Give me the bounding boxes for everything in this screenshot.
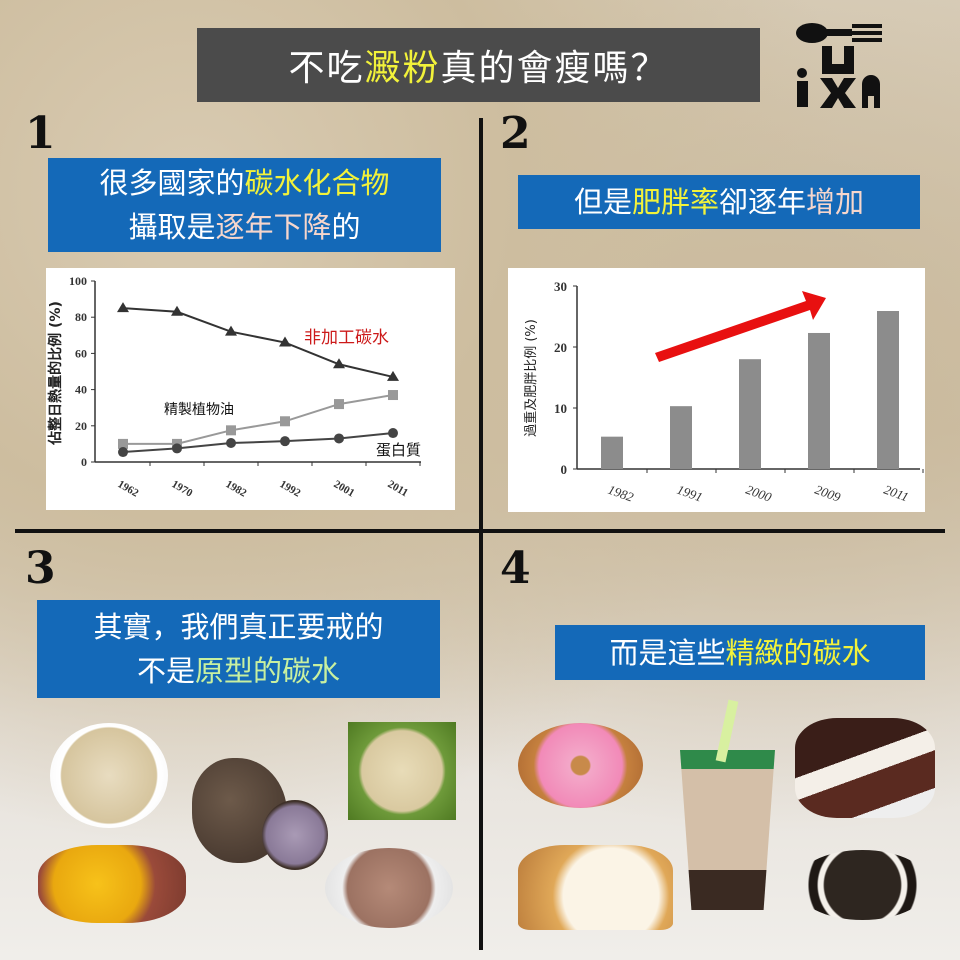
y-tick-label: 40 [75, 383, 87, 397]
section-number-4: 4 [500, 543, 531, 594]
bar-2000 [739, 359, 761, 469]
x-tick-label: 1982 [224, 478, 249, 500]
line-chart-svg: 0 20 40 60 80 100 1962 1970 1982 1992 2001 2011 佔整日熱… [47, 274, 421, 500]
y-tick-label: 10 [554, 401, 567, 416]
circle-marker [388, 428, 398, 439]
x-tick-label: 1991 [675, 482, 705, 505]
y-tick-label: 0 [81, 455, 87, 469]
bar-2011 [877, 311, 899, 469]
y-tick-label: 100 [69, 274, 87, 288]
x-tick-label: 2001 [332, 478, 357, 499]
horizontal-divider [15, 529, 945, 533]
square-marker [118, 438, 128, 449]
macronutrient-line-chart: 0 20 40 60 80 100 1962 1970 1982 1992 2001 2011 佔整日熱… [46, 268, 455, 510]
oreo-cookies-image [795, 850, 930, 920]
square-marker [226, 425, 236, 436]
y-axis-label: 佔整日熱量的比例 (%) [47, 301, 64, 446]
circle-marker [118, 447, 128, 458]
triangle-marker [117, 302, 129, 313]
section-3-caption: 其實，我們真正要戒的 不是原型的碳水 [37, 600, 440, 698]
y-tick-label: 80 [75, 310, 87, 324]
x-tick-label: 2011 [882, 482, 911, 505]
cake-image [795, 718, 935, 818]
series-line-0 [122, 307, 394, 378]
circle-marker [172, 443, 182, 454]
series-label: 蛋白質 [376, 441, 421, 459]
bread-image [518, 845, 673, 930]
section-number-2: 2 [500, 108, 531, 159]
series-label: 非加工碳水 [304, 328, 389, 348]
square-marker [280, 416, 290, 427]
square-marker [388, 390, 398, 401]
section-4-caption: 而是這些精緻的碳水 [555, 625, 925, 680]
bubble-milk-tea-image [680, 750, 775, 910]
bar-chart-svg: 0 10 20 30 1982 1991 2000 2009 2011 過重及肥胖比例 (%) [523, 279, 924, 505]
bar-2009 [808, 332, 830, 469]
x-tick-label: 1982 [606, 482, 636, 505]
x-tick-label: 1992 [278, 478, 303, 500]
ixa-logo [792, 18, 884, 112]
triangle-marker [225, 325, 237, 336]
obesity-bar-chart: 0 10 20 30 1982 1991 2000 2009 2011 過重及肥胖比例 (%) [508, 268, 925, 512]
brown-rice-bowl-image [325, 848, 453, 928]
page-title: 不吃 澱粉 真的會瘦嗎？ [197, 28, 760, 102]
y-tick-label: 30 [554, 279, 567, 294]
y-tick-label: 0 [561, 462, 568, 477]
triangle-marker [279, 336, 291, 347]
x-tick-label: 1962 [116, 478, 141, 500]
square-marker [334, 399, 344, 410]
x-tick-label: 2000 [744, 482, 774, 505]
series-line-2 [122, 432, 394, 454]
y-axis-label: 過重及肥胖比例 (%) [523, 319, 539, 437]
trend-arrow [655, 291, 826, 362]
section-number-1: 1 [25, 108, 56, 159]
series-line-1 [123, 394, 394, 445]
vertical-divider [479, 118, 483, 950]
y-tick-label: 20 [75, 419, 87, 433]
circle-marker [226, 437, 236, 448]
oatmeal-bowl-image [50, 723, 168, 828]
quinoa-bowl-image [348, 722, 456, 820]
section-1-caption: 很多國家的碳水化合物 攝取是逐年下降的 [48, 158, 441, 252]
sweet-potato-image [38, 845, 186, 923]
bar-1991 [670, 406, 692, 469]
triangle-marker [333, 358, 345, 369]
triangle-marker [387, 370, 399, 381]
series-label: 精製植物油 [164, 402, 234, 418]
taro-cut-image [262, 800, 328, 870]
section-2-caption: 但是肥胖率卻逐年增加 [518, 175, 920, 229]
x-tick-label: 2009 [813, 482, 843, 505]
donut-image [518, 723, 643, 808]
circle-marker [334, 433, 344, 444]
x-tick-label: 1970 [170, 478, 195, 500]
triangle-marker [171, 305, 183, 316]
y-tick-label: 20 [554, 340, 567, 355]
circle-marker [280, 436, 290, 447]
x-tick-label: 2011 [386, 478, 411, 499]
section-number-3: 3 [25, 543, 56, 594]
bar-1982 [601, 436, 623, 469]
y-tick-label: 60 [75, 346, 87, 360]
